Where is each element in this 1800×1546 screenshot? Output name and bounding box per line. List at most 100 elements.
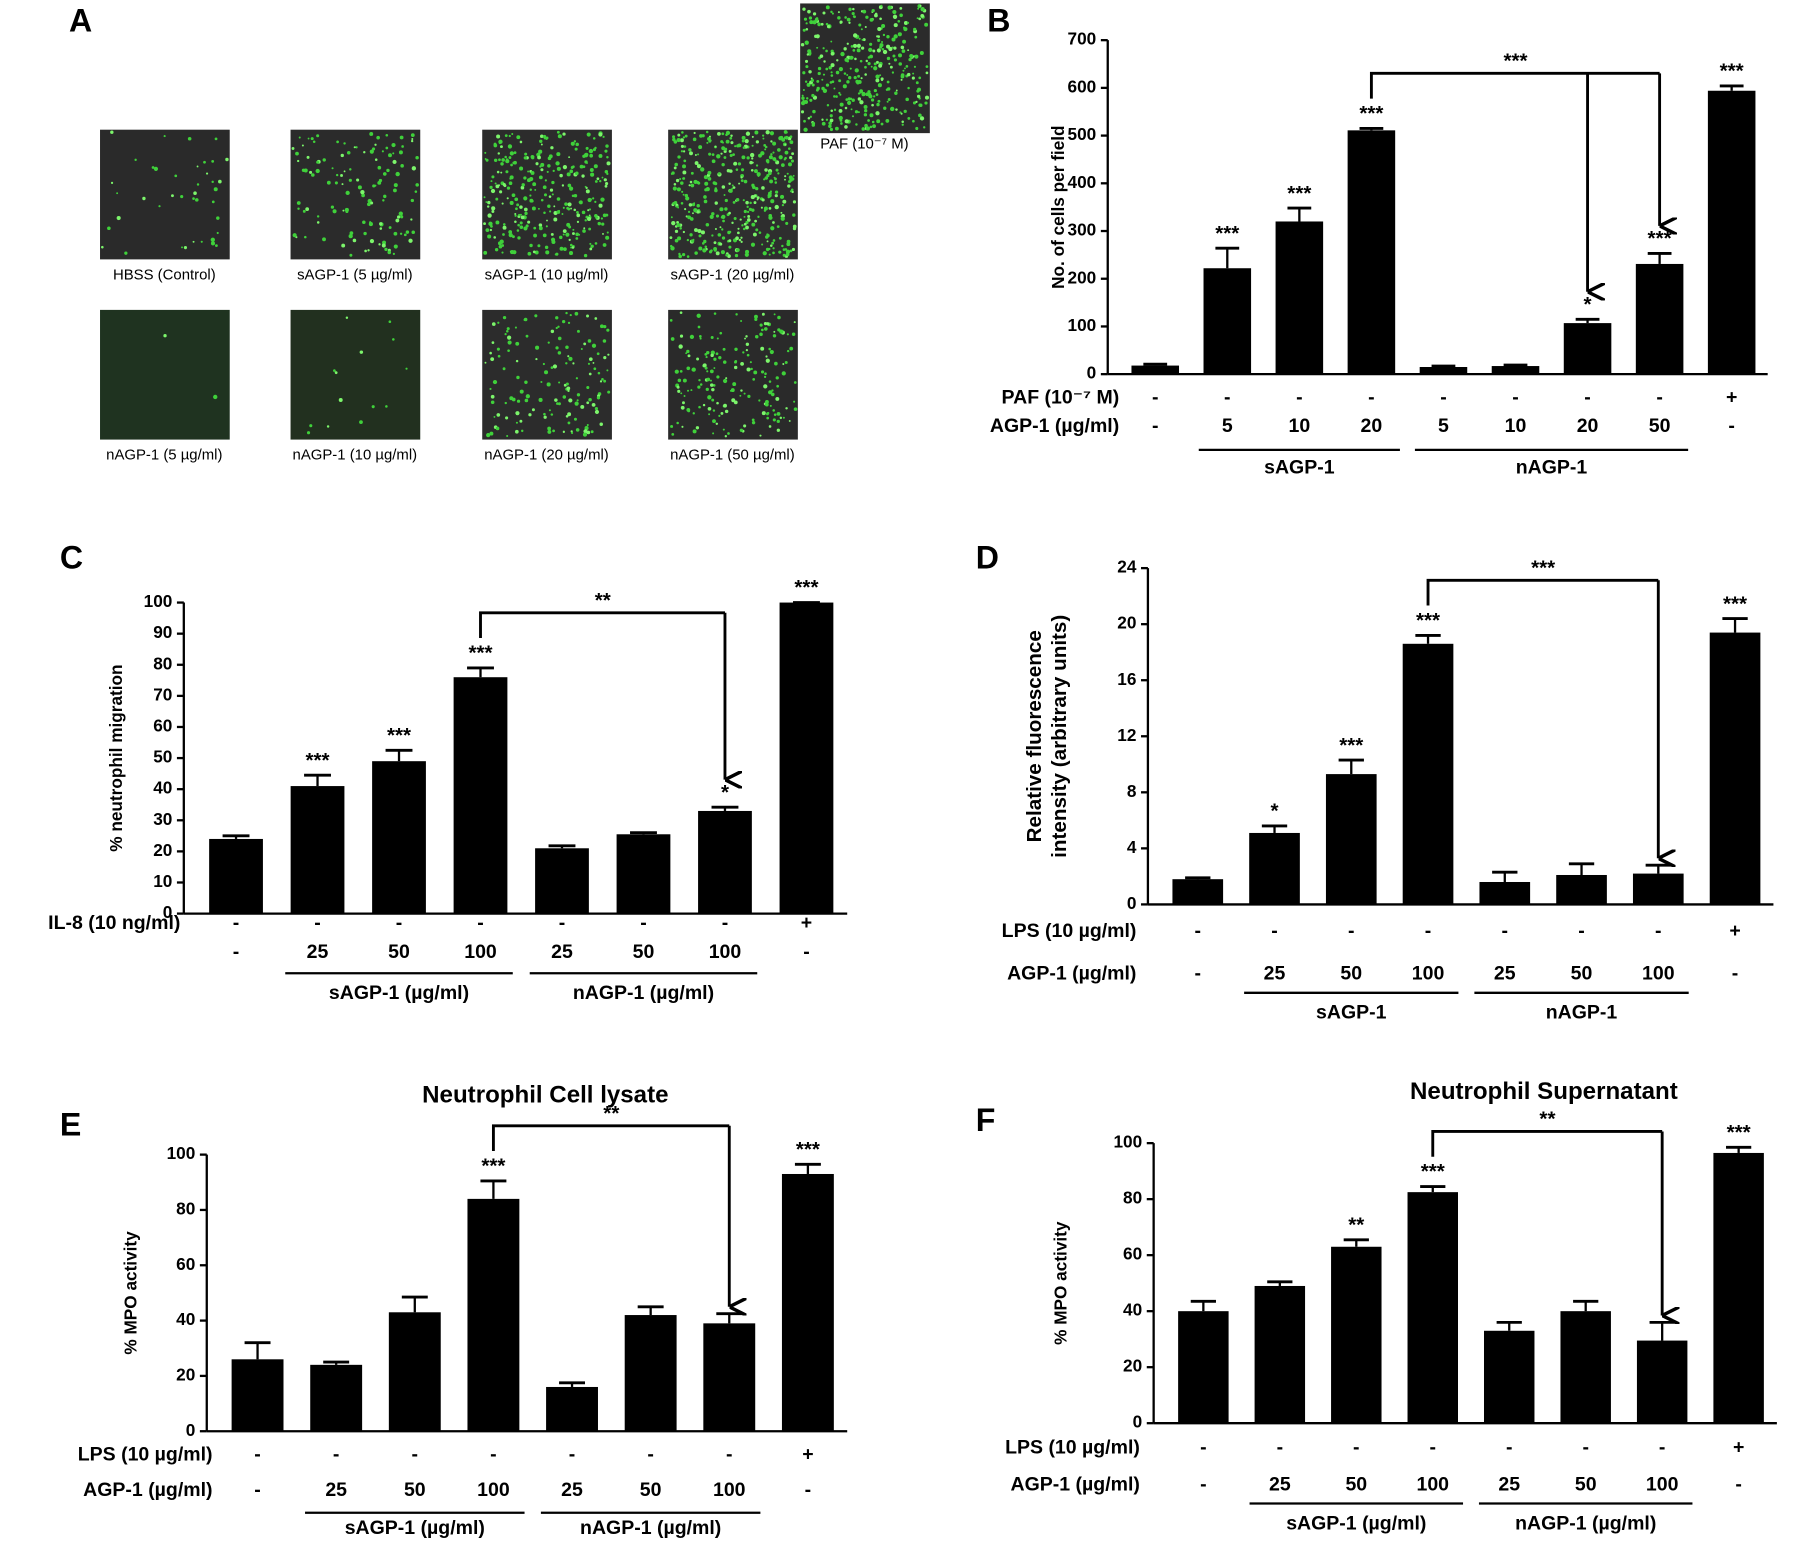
cell-dot — [683, 159, 687, 163]
cell-dot — [556, 197, 561, 201]
cell-dot — [534, 250, 539, 255]
cell-dot — [213, 394, 218, 400]
cell-dot — [200, 240, 203, 243]
cell-dot — [878, 63, 883, 68]
cell-dot — [564, 202, 568, 206]
cell-dot — [180, 195, 184, 199]
cell-dot — [728, 239, 732, 243]
cell-dot — [483, 196, 486, 199]
cell-dot — [193, 191, 197, 195]
cell-dot — [877, 26, 882, 32]
cell-dot — [854, 57, 857, 61]
cell-dot — [859, 100, 864, 105]
cell-dot — [728, 211, 731, 215]
cell-dot — [808, 70, 812, 74]
cell-dot — [746, 210, 750, 214]
significance: *** — [1727, 1121, 1752, 1144]
cell-dot — [395, 171, 400, 177]
cell-dot — [507, 340, 512, 345]
cell-dot — [586, 162, 588, 164]
cell-dot — [768, 253, 771, 256]
cell-dot — [592, 148, 596, 152]
cell-dot — [673, 166, 677, 170]
cell-dot — [744, 139, 749, 144]
micrograph-bg — [100, 129, 230, 260]
cell-dot — [912, 101, 916, 105]
bar — [1632, 873, 1684, 905]
cell-dot — [849, 55, 854, 60]
cell-dot — [879, 17, 882, 21]
cell-dot — [696, 164, 701, 169]
cell-dot — [291, 147, 295, 150]
cell-dot — [816, 46, 819, 49]
cell-dot — [548, 154, 553, 159]
cell-dot — [782, 199, 787, 204]
cell-dot — [601, 222, 605, 226]
cell-dot — [778, 250, 782, 254]
cell-dot — [565, 382, 569, 386]
cell-dot — [355, 146, 358, 149]
cell-dot — [741, 139, 745, 143]
cell-dot — [803, 127, 808, 132]
cell-dot — [484, 361, 487, 364]
cell-dot — [381, 150, 384, 153]
cell-dot — [588, 397, 592, 402]
row-value: 10 — [1505, 415, 1527, 437]
cell-dot — [545, 225, 548, 228]
cell-dot — [779, 329, 784, 334]
cell-dot — [740, 389, 743, 392]
cell-dot — [557, 134, 562, 139]
cell-dot — [706, 377, 711, 382]
cell-dot — [594, 406, 599, 411]
bracket — [491, 1124, 730, 1152]
cell-dot — [788, 420, 791, 422]
cell-dot — [674, 162, 679, 167]
cell-dot — [867, 62, 871, 66]
cell-dot — [770, 392, 775, 397]
cell-dot — [516, 203, 520, 207]
cell-dot — [916, 17, 919, 20]
cell-dot — [171, 194, 174, 198]
cell-dot — [865, 126, 870, 131]
cell-dot — [151, 166, 155, 169]
cell-dot — [579, 164, 584, 169]
cell-dot — [825, 49, 828, 53]
cell-dot — [835, 70, 840, 75]
row-value: - — [1195, 963, 1202, 985]
cell-dot — [894, 91, 898, 95]
cell-dot — [379, 222, 383, 226]
cell-dot — [583, 253, 588, 258]
cell-dot — [758, 231, 762, 234]
cell-dot — [596, 177, 600, 181]
cell-dot — [731, 184, 734, 187]
significance: *** — [1287, 182, 1312, 205]
cell-dot — [793, 381, 797, 384]
cell-dot — [752, 243, 755, 246]
cell-dot — [556, 210, 561, 214]
cell-dot — [485, 228, 490, 233]
row-value: - — [559, 912, 566, 934]
cell-dot — [682, 193, 685, 196]
cell-dot — [597, 371, 601, 375]
cell-dot — [789, 155, 793, 160]
cell-dot — [686, 366, 691, 371]
cell-dot — [897, 32, 902, 37]
row-value: - — [647, 1443, 654, 1465]
cell-dot — [746, 353, 750, 357]
cell-dot — [341, 183, 344, 186]
row-value: - — [1506, 1437, 1513, 1459]
cell-dot — [565, 414, 569, 418]
cell-dot — [830, 74, 834, 77]
cell-dot — [534, 188, 537, 191]
cell-dot — [730, 134, 733, 137]
row-value: 25 — [551, 941, 573, 963]
cell-dot — [765, 358, 770, 363]
cell-dot — [914, 54, 919, 59]
cell-dot — [574, 311, 579, 316]
cell-dot — [511, 193, 516, 198]
cell-dot — [726, 169, 731, 173]
significance: *** — [305, 749, 330, 772]
cell-dot — [674, 229, 679, 234]
cell-dot — [776, 225, 780, 229]
cell-dot — [743, 209, 747, 214]
